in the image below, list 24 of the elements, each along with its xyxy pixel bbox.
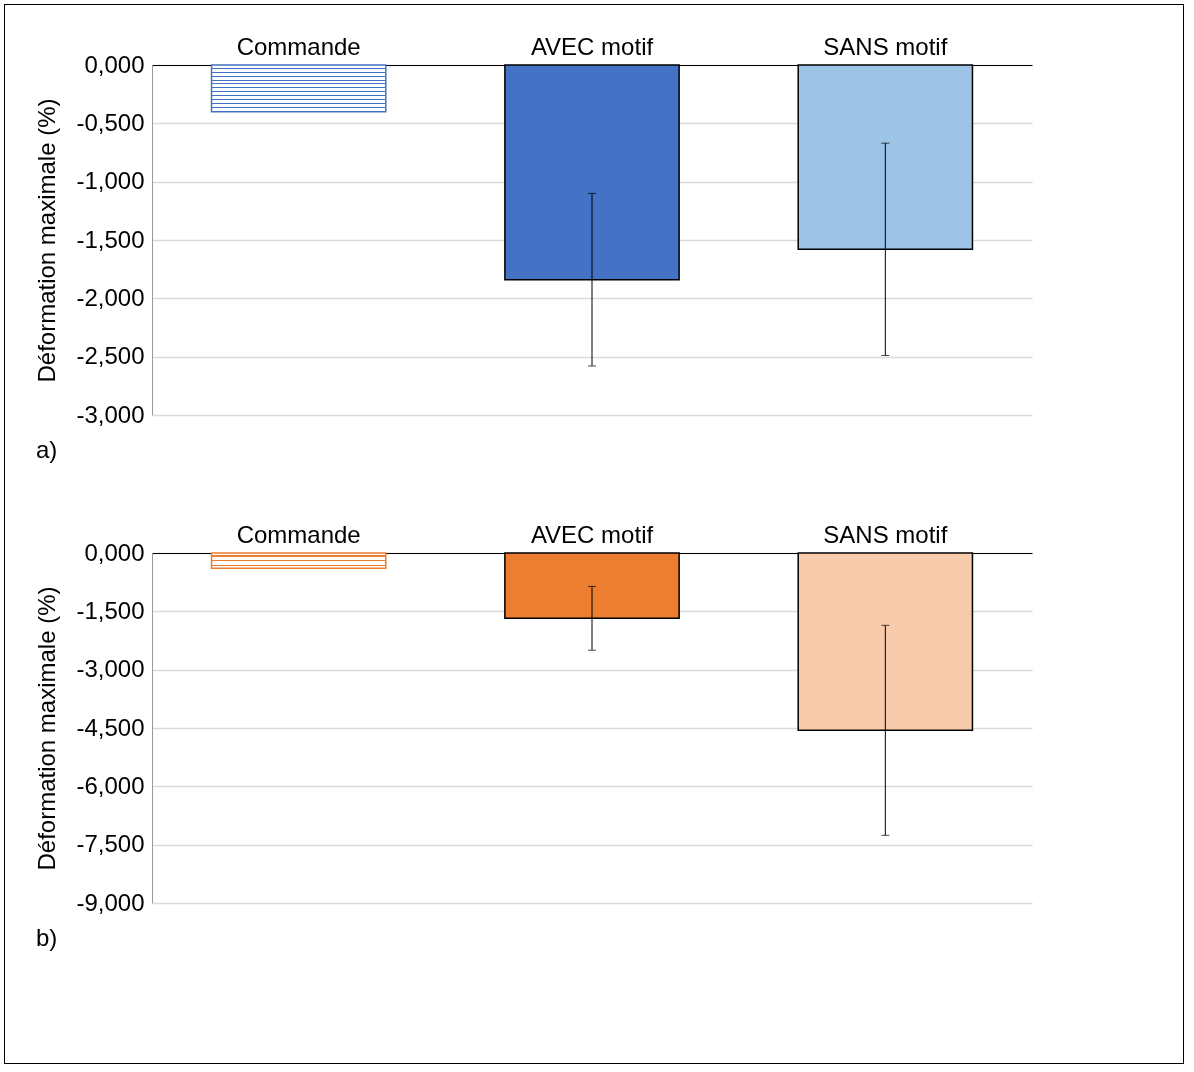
x-tick-label: Commande [236, 32, 361, 60]
y-tick-label: -9,000 [76, 888, 145, 916]
y-tick-label: -4,500 [76, 713, 145, 741]
y-axis-title: Déformation maximale (%) [33, 586, 61, 871]
x-tick-label: AVEC motif [530, 520, 654, 548]
y-tick-label: -7,500 [76, 830, 145, 858]
y-tick-label: -1,500 [76, 225, 145, 253]
y-tick-label: -2,500 [76, 342, 145, 370]
y-tick-label: 0,000 [84, 538, 145, 566]
y-tick-label: -1,000 [76, 167, 145, 195]
x-tick-label: SANS motif [823, 520, 948, 548]
y-tick-label: -3,000 [76, 655, 145, 683]
y-axis-title: Déformation maximale (%) [33, 98, 61, 383]
y-tick-label: -6,000 [76, 771, 145, 799]
y-tick-label: -1,500 [76, 596, 145, 624]
x-tick-label: AVEC motif [530, 32, 654, 60]
text: b) [35, 924, 58, 951]
x-tick-label: SANS motif [823, 32, 948, 60]
x-tick-label: Commande [236, 520, 361, 548]
y-tick-label: -0,500 [76, 108, 145, 136]
y-tick-label: -2,000 [76, 283, 145, 311]
y-tick-label: 0,000 [84, 50, 145, 78]
y-tick-label: -3,000 [76, 400, 145, 428]
text: a) [35, 436, 58, 463]
